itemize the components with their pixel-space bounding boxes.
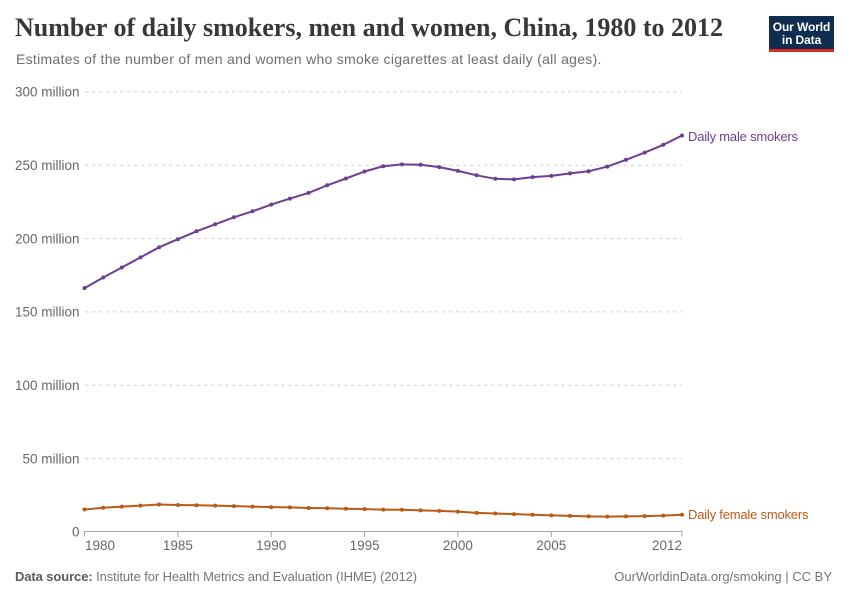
svg-text:100 million: 100 million (15, 378, 80, 393)
svg-text:50 million: 50 million (22, 451, 79, 466)
svg-text:Daily male smokers: Daily male smokers (688, 129, 799, 144)
svg-text:1990: 1990 (256, 538, 286, 553)
svg-text:0: 0 (72, 525, 80, 540)
svg-text:300 million: 300 million (15, 85, 80, 100)
svg-text:250 million: 250 million (15, 158, 80, 173)
svg-text:1995: 1995 (350, 538, 380, 553)
svg-text:2000: 2000 (443, 538, 473, 553)
svg-text:200 million: 200 million (15, 231, 80, 246)
svg-text:1980: 1980 (85, 538, 115, 553)
svg-text:1985: 1985 (163, 538, 193, 553)
svg-text:2005: 2005 (536, 538, 566, 553)
svg-text:Daily female smokers: Daily female smokers (688, 507, 809, 522)
svg-text:2012: 2012 (652, 538, 682, 553)
svg-text:150 million: 150 million (15, 305, 80, 320)
